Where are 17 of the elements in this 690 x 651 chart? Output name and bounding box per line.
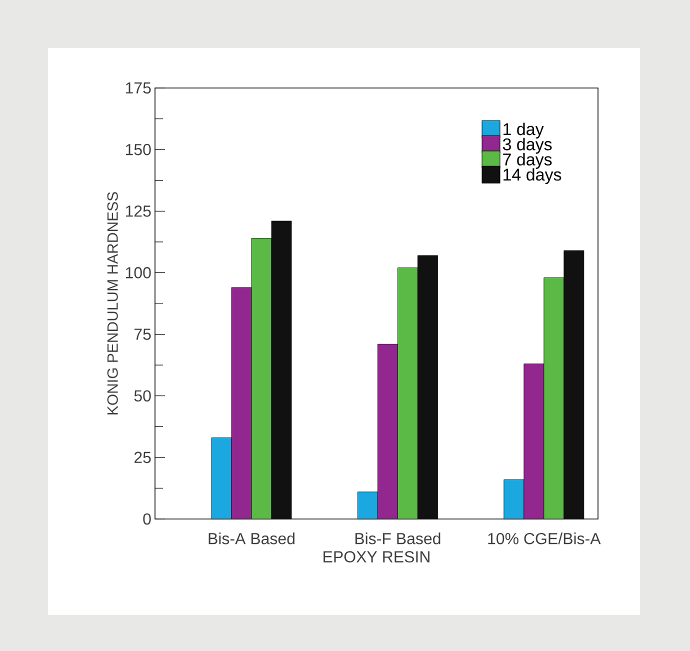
legend-label: 3 days <box>502 138 552 154</box>
y-tick-label: 150 <box>126 144 151 156</box>
y-tick-label: 0 <box>143 513 151 525</box>
y-tick-label: 175 <box>126 82 151 94</box>
legend-label: 7 days <box>503 153 552 169</box>
legend-label: 14 days <box>504 168 562 184</box>
x-tick-label: Bis-F Based <box>355 532 440 544</box>
x-axis-title: EPOXY RESIN <box>324 551 430 562</box>
legend-label: 1 day <box>504 122 544 139</box>
y-tick-label: 125 <box>126 205 151 217</box>
y-tick-label: 75 <box>134 328 151 340</box>
y-tick-label: 25 <box>134 452 151 464</box>
y-axis-title: KONIG PENDULUM HARDNESS <box>107 192 118 414</box>
x-tick-label: Bis-A Based <box>208 532 294 544</box>
x-tick-label: 10% CGE/Bis-A <box>488 532 601 544</box>
y-tick-label: 100 <box>126 267 151 278</box>
y-tick-label: 50 <box>134 390 151 402</box>
